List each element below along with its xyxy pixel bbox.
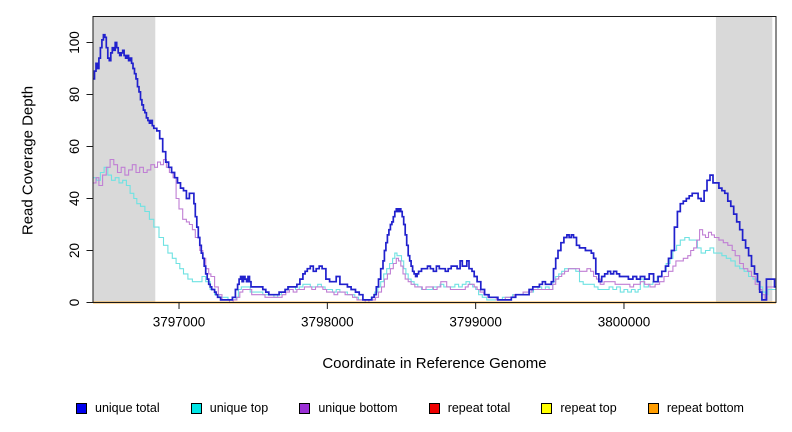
- legend-swatch-icon: [190, 402, 202, 414]
- legend-item-unique-total: unique total: [76, 401, 160, 415]
- x-axis-title: Coordinate in Reference Genome: [322, 355, 547, 372]
- legend-swatch-icon: [428, 402, 440, 414]
- plot-box: [92, 16, 777, 303]
- y-tick-label: 60: [67, 139, 82, 154]
- legend-swatch-icon: [76, 402, 87, 414]
- x-tick-label: 3799000: [449, 315, 502, 330]
- x-tick-label: 3798000: [301, 315, 354, 330]
- legend-swatch-icon: [299, 402, 311, 414]
- y-tick-label: 20: [67, 243, 82, 258]
- legend-item-unique-bottom: unique bottom: [299, 401, 398, 415]
- y-tick-label: 100: [67, 31, 82, 54]
- legend-swatch-icon: [647, 402, 659, 414]
- shaded-repeat-region: [93, 16, 156, 303]
- legend-label: repeat total: [447, 401, 511, 415]
- legend-label: unique bottom: [318, 401, 398, 415]
- legend-item-repeat-total: repeat total: [428, 401, 511, 415]
- y-axis-title: Read Coverage Depth: [19, 85, 37, 236]
- legend-item-repeat-top: repeat top: [541, 401, 617, 415]
- x-tick-label: 3800000: [598, 315, 651, 330]
- legend-label: unique total: [95, 401, 160, 415]
- legend-item-repeat-bottom: repeat bottom: [647, 401, 744, 415]
- legend-item-unique-top: unique top: [190, 401, 269, 415]
- shaded-repeat-region: [715, 16, 773, 303]
- y-tick-label: 40: [67, 191, 82, 206]
- legend-label: repeat bottom: [666, 401, 744, 415]
- series-line-unique-bottom: [93, 158, 777, 304]
- x-tick-label: 3797000: [153, 315, 206, 330]
- y-tick-label: 0: [67, 299, 82, 307]
- legend-label: unique top: [209, 401, 269, 415]
- y-tick-label: 80: [67, 87, 82, 102]
- legend-label: repeat top: [560, 401, 617, 415]
- legend-swatch-icon: [541, 402, 553, 414]
- series-line-unique-total: [93, 33, 776, 301]
- legend: unique total unique top unique bottom repea…: [76, 398, 744, 418]
